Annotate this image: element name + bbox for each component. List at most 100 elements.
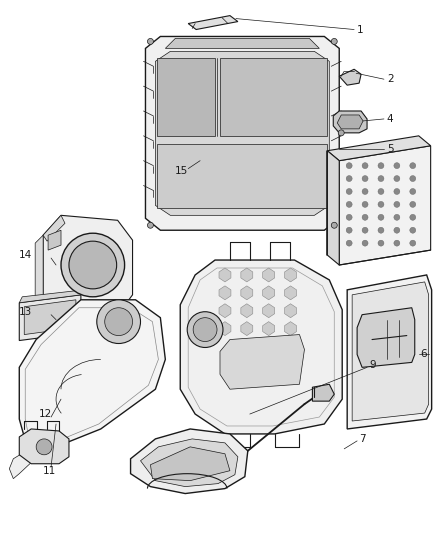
- Polygon shape: [35, 235, 43, 305]
- Text: 11: 11: [43, 466, 57, 475]
- Circle shape: [362, 227, 368, 233]
- Circle shape: [331, 222, 337, 228]
- Circle shape: [362, 163, 368, 168]
- Polygon shape: [333, 111, 367, 133]
- Polygon shape: [285, 304, 297, 318]
- Polygon shape: [263, 304, 275, 318]
- Polygon shape: [312, 384, 334, 401]
- Text: 5: 5: [387, 144, 394, 154]
- Polygon shape: [19, 300, 165, 449]
- Polygon shape: [43, 215, 133, 320]
- Polygon shape: [263, 321, 275, 336]
- Polygon shape: [24, 300, 76, 335]
- Polygon shape: [219, 321, 231, 336]
- Polygon shape: [339, 69, 361, 85]
- Text: 2: 2: [387, 74, 394, 84]
- Circle shape: [394, 201, 400, 207]
- Circle shape: [410, 214, 416, 220]
- Polygon shape: [155, 51, 329, 215]
- Circle shape: [187, 312, 223, 348]
- Polygon shape: [285, 321, 297, 336]
- Polygon shape: [327, 136, 431, 160]
- Polygon shape: [357, 308, 415, 367]
- Text: 7: 7: [359, 434, 366, 444]
- Text: 1: 1: [357, 25, 364, 35]
- Text: 14: 14: [19, 250, 32, 260]
- Circle shape: [410, 201, 416, 207]
- Circle shape: [378, 201, 384, 207]
- Text: 12: 12: [39, 409, 53, 419]
- Circle shape: [346, 163, 352, 168]
- Polygon shape: [285, 286, 297, 300]
- Polygon shape: [327, 151, 339, 265]
- Polygon shape: [19, 290, 84, 303]
- Polygon shape: [180, 260, 342, 434]
- Polygon shape: [165, 38, 319, 49]
- Polygon shape: [48, 230, 61, 250]
- Circle shape: [394, 240, 400, 246]
- Polygon shape: [219, 304, 231, 318]
- Polygon shape: [219, 286, 231, 300]
- Text: 9: 9: [369, 360, 376, 370]
- Circle shape: [346, 175, 352, 182]
- Polygon shape: [9, 439, 51, 479]
- Polygon shape: [263, 286, 275, 300]
- Polygon shape: [157, 144, 327, 208]
- Circle shape: [378, 175, 384, 182]
- Polygon shape: [263, 268, 275, 282]
- Circle shape: [346, 189, 352, 195]
- Circle shape: [362, 175, 368, 182]
- Circle shape: [97, 300, 141, 343]
- Circle shape: [394, 227, 400, 233]
- Circle shape: [394, 214, 400, 220]
- Polygon shape: [188, 15, 238, 29]
- Circle shape: [410, 240, 416, 246]
- Polygon shape: [131, 429, 248, 494]
- Text: 6: 6: [421, 350, 427, 359]
- Polygon shape: [141, 439, 238, 487]
- Polygon shape: [19, 295, 81, 341]
- Circle shape: [346, 240, 352, 246]
- Circle shape: [394, 189, 400, 195]
- Circle shape: [346, 227, 352, 233]
- Circle shape: [148, 38, 153, 44]
- Circle shape: [61, 233, 124, 297]
- Polygon shape: [219, 268, 231, 282]
- Circle shape: [394, 163, 400, 168]
- Circle shape: [410, 175, 416, 182]
- Circle shape: [410, 189, 416, 195]
- Circle shape: [378, 214, 384, 220]
- Circle shape: [36, 439, 52, 455]
- Circle shape: [394, 175, 400, 182]
- Polygon shape: [285, 268, 297, 282]
- Polygon shape: [19, 429, 69, 464]
- Circle shape: [362, 201, 368, 207]
- Polygon shape: [337, 115, 363, 129]
- Circle shape: [69, 241, 117, 289]
- Polygon shape: [339, 146, 431, 265]
- Polygon shape: [241, 304, 253, 318]
- Polygon shape: [241, 268, 253, 282]
- Circle shape: [362, 240, 368, 246]
- Polygon shape: [241, 321, 253, 336]
- Circle shape: [410, 163, 416, 168]
- Circle shape: [362, 214, 368, 220]
- Circle shape: [378, 240, 384, 246]
- Polygon shape: [150, 447, 230, 481]
- Circle shape: [378, 227, 384, 233]
- Circle shape: [193, 318, 217, 342]
- Polygon shape: [220, 335, 304, 389]
- Circle shape: [346, 201, 352, 207]
- Polygon shape: [157, 58, 215, 136]
- Circle shape: [378, 163, 384, 168]
- Text: 4: 4: [387, 114, 394, 124]
- Text: 13: 13: [19, 306, 32, 317]
- Polygon shape: [347, 275, 431, 429]
- Circle shape: [362, 189, 368, 195]
- Text: 15: 15: [175, 166, 188, 175]
- Polygon shape: [43, 215, 65, 241]
- Circle shape: [105, 308, 133, 336]
- Polygon shape: [352, 282, 429, 421]
- Circle shape: [410, 227, 416, 233]
- Polygon shape: [220, 58, 327, 136]
